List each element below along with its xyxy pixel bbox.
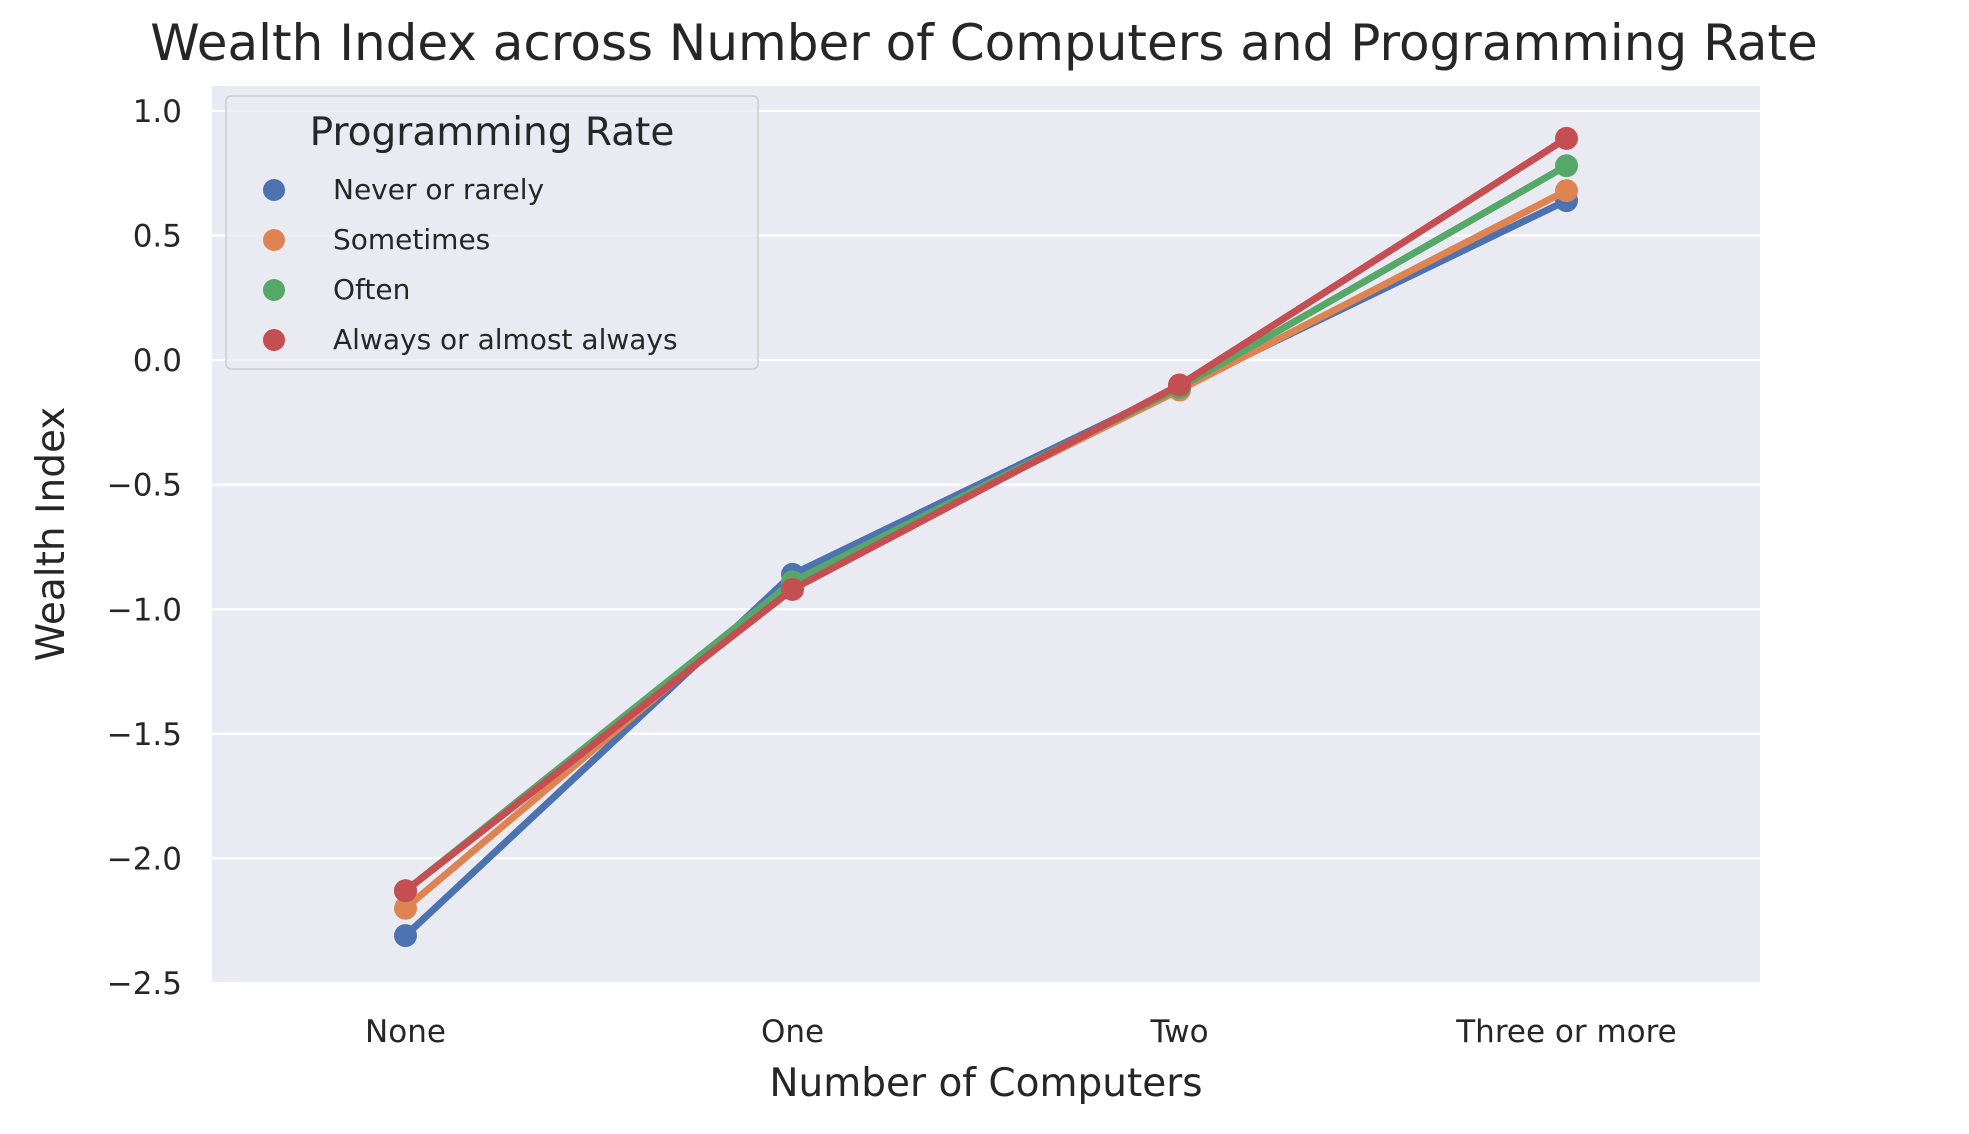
y-tick-label: 0.5 bbox=[133, 219, 182, 255]
legend-label: Sometimes bbox=[333, 223, 490, 256]
series-layer bbox=[394, 126, 1578, 948]
data-point bbox=[1555, 154, 1578, 178]
legend-item: Often bbox=[263, 273, 410, 306]
x-tick-label: None bbox=[365, 1014, 446, 1050]
legend-box bbox=[225, 95, 759, 370]
data-point bbox=[1555, 179, 1578, 203]
x-tick-labels: None One Two Three or more bbox=[365, 1014, 1677, 1050]
y-tick-label: −0.5 bbox=[107, 468, 182, 504]
legend-item: Never or rarely bbox=[263, 173, 544, 206]
legend-label: Always or almost always bbox=[333, 323, 678, 356]
x-tick-label: Three or more bbox=[1455, 1014, 1677, 1050]
data-point bbox=[394, 896, 417, 920]
series-3 bbox=[394, 126, 1578, 903]
legend-label: Never or rarely bbox=[333, 173, 544, 206]
y-tick-label: 1.0 bbox=[133, 94, 182, 130]
y-tick-label: −1.0 bbox=[107, 592, 182, 628]
y-tick-label: −2.0 bbox=[107, 841, 182, 877]
data-point bbox=[394, 924, 417, 948]
series-line bbox=[402, 134, 1570, 895]
data-point bbox=[1555, 126, 1578, 150]
legend-marker bbox=[263, 279, 285, 301]
legend-label: Often bbox=[333, 273, 410, 306]
data-point bbox=[1168, 373, 1191, 397]
legend-item: Sometimes bbox=[263, 223, 490, 256]
legend-marker bbox=[263, 329, 285, 351]
y-tick-label: −2.5 bbox=[107, 966, 182, 1002]
legend-item: Always or almost always bbox=[263, 323, 678, 356]
x-tick-label: One bbox=[761, 1014, 824, 1050]
x-tick-label: Two bbox=[1149, 1014, 1208, 1050]
data-point bbox=[781, 577, 804, 601]
y-axis-title: Wealth Index bbox=[29, 407, 74, 662]
y-tick-labels: −2.5 −2.0 −1.5 −1.0 −0.5 0.0 0.5 1.0 bbox=[107, 94, 182, 1002]
data-point bbox=[394, 879, 417, 903]
legend-marker bbox=[263, 179, 285, 201]
y-tick-label: 0.0 bbox=[133, 343, 182, 379]
legend-marker bbox=[263, 229, 285, 251]
chart-title: Wealth Index across Number of Computers … bbox=[150, 14, 1818, 72]
legend: Programming Rate Never or rarely Sometime… bbox=[225, 95, 759, 370]
legend-items: Never or rarely Sometimes Often Always or a… bbox=[263, 173, 678, 356]
legend-title: Programming Rate bbox=[310, 110, 675, 155]
x-axis-title: Number of Computers bbox=[769, 1061, 1202, 1106]
y-tick-label: −1.5 bbox=[107, 717, 182, 753]
